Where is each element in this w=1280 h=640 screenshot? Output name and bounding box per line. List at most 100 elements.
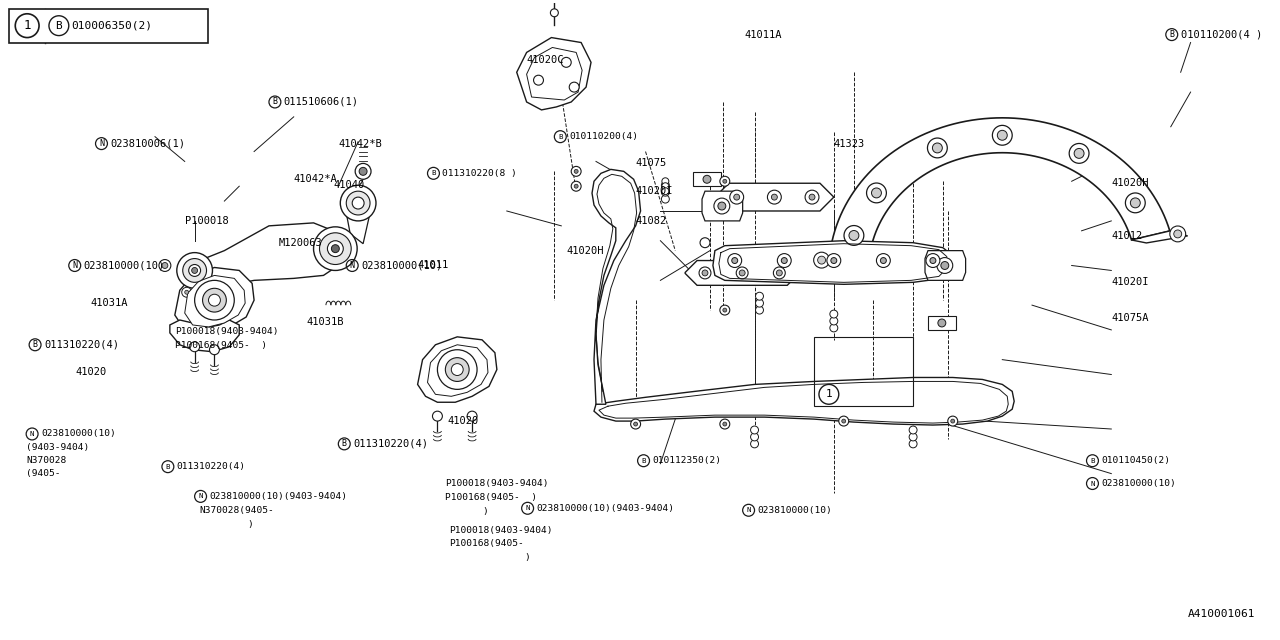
Circle shape <box>662 188 669 195</box>
Polygon shape <box>193 223 343 291</box>
Circle shape <box>723 179 727 183</box>
Circle shape <box>739 270 745 276</box>
Circle shape <box>755 299 763 307</box>
Circle shape <box>177 253 212 288</box>
Circle shape <box>195 280 234 320</box>
Circle shape <box>714 198 730 214</box>
Text: N: N <box>198 493 202 499</box>
Polygon shape <box>685 260 799 285</box>
Circle shape <box>699 267 710 279</box>
Circle shape <box>718 202 726 210</box>
Text: P100018(9403-9404): P100018(9403-9404) <box>449 525 553 534</box>
Text: B: B <box>1091 458 1094 464</box>
Circle shape <box>634 422 637 426</box>
Circle shape <box>202 288 227 312</box>
Text: 1: 1 <box>23 19 31 32</box>
Polygon shape <box>526 47 582 100</box>
Circle shape <box>438 349 477 389</box>
Circle shape <box>355 163 371 179</box>
Circle shape <box>352 197 364 209</box>
Bar <box>692 172 721 186</box>
Text: 41082: 41082 <box>636 216 667 226</box>
Polygon shape <box>829 118 1170 260</box>
Text: 023810000(10): 023810000(10) <box>758 506 832 515</box>
Circle shape <box>909 433 916 441</box>
Circle shape <box>467 411 477 421</box>
Circle shape <box>867 183 886 203</box>
Text: 023810000(10)(9403-9404): 023810000(10)(9403-9404) <box>536 504 675 513</box>
Polygon shape <box>1132 231 1188 243</box>
Text: (9403-9404): (9403-9404) <box>26 444 90 452</box>
Circle shape <box>750 440 759 448</box>
Circle shape <box>550 9 558 17</box>
Text: ): ) <box>247 520 253 529</box>
Circle shape <box>723 308 727 312</box>
Circle shape <box>829 310 838 318</box>
Text: 41323: 41323 <box>833 139 865 148</box>
Circle shape <box>719 305 730 315</box>
Text: 41020: 41020 <box>447 416 479 426</box>
Polygon shape <box>713 241 952 284</box>
Text: B: B <box>55 20 63 31</box>
Polygon shape <box>701 191 742 221</box>
Text: P100018: P100018 <box>184 216 228 226</box>
Polygon shape <box>428 345 488 396</box>
Circle shape <box>433 411 443 421</box>
Circle shape <box>723 422 727 426</box>
Circle shape <box>728 253 741 268</box>
Text: P100018(9403-9404): P100018(9403-9404) <box>445 479 549 488</box>
Text: N370028(9405-: N370028(9405- <box>200 506 274 515</box>
Circle shape <box>662 181 669 189</box>
Circle shape <box>210 345 219 355</box>
Circle shape <box>750 426 759 434</box>
Circle shape <box>827 253 841 268</box>
Text: 023810000(10)(9403-9404): 023810000(10)(9403-9404) <box>210 492 347 501</box>
Circle shape <box>732 257 737 264</box>
Circle shape <box>938 319 946 327</box>
Circle shape <box>662 195 669 203</box>
Text: P100168(9405-  ): P100168(9405- ) <box>445 493 538 502</box>
Text: M120063: M120063 <box>279 237 323 248</box>
Circle shape <box>997 131 1007 140</box>
Text: B: B <box>431 170 435 177</box>
Circle shape <box>209 294 220 306</box>
Text: 41020I: 41020I <box>1111 277 1149 287</box>
Circle shape <box>768 190 781 204</box>
Circle shape <box>849 230 859 241</box>
Circle shape <box>189 342 200 352</box>
Text: 41012: 41012 <box>1111 231 1143 241</box>
Text: 023810000(10): 023810000(10) <box>83 260 165 271</box>
Polygon shape <box>170 320 239 352</box>
Text: N370028: N370028 <box>26 456 67 465</box>
Polygon shape <box>594 378 1014 425</box>
Circle shape <box>340 185 376 221</box>
Circle shape <box>192 268 197 273</box>
Text: B: B <box>165 463 170 470</box>
Circle shape <box>909 440 916 448</box>
Circle shape <box>877 253 891 268</box>
Text: (9405-: (9405- <box>26 469 60 478</box>
Circle shape <box>818 256 826 264</box>
Text: N: N <box>349 261 355 270</box>
Text: ): ) <box>483 507 488 516</box>
Text: 011310220(4): 011310220(4) <box>177 462 246 471</box>
Circle shape <box>360 168 367 175</box>
Circle shape <box>328 241 343 257</box>
Text: B: B <box>273 97 278 106</box>
Circle shape <box>755 306 763 314</box>
Circle shape <box>928 138 947 158</box>
Text: 41011A: 41011A <box>745 29 782 40</box>
Circle shape <box>1170 226 1185 242</box>
Circle shape <box>777 270 782 276</box>
Circle shape <box>909 426 916 434</box>
Circle shape <box>163 262 168 268</box>
Circle shape <box>772 194 777 200</box>
Text: P100168(9405-  ): P100168(9405- ) <box>175 341 266 350</box>
Polygon shape <box>593 170 640 404</box>
Circle shape <box>831 257 837 264</box>
Text: 41011: 41011 <box>417 260 449 271</box>
Polygon shape <box>184 275 246 327</box>
Text: 41075A: 41075A <box>1111 313 1149 323</box>
Text: 41042*B: 41042*B <box>338 139 381 148</box>
Circle shape <box>703 175 710 183</box>
